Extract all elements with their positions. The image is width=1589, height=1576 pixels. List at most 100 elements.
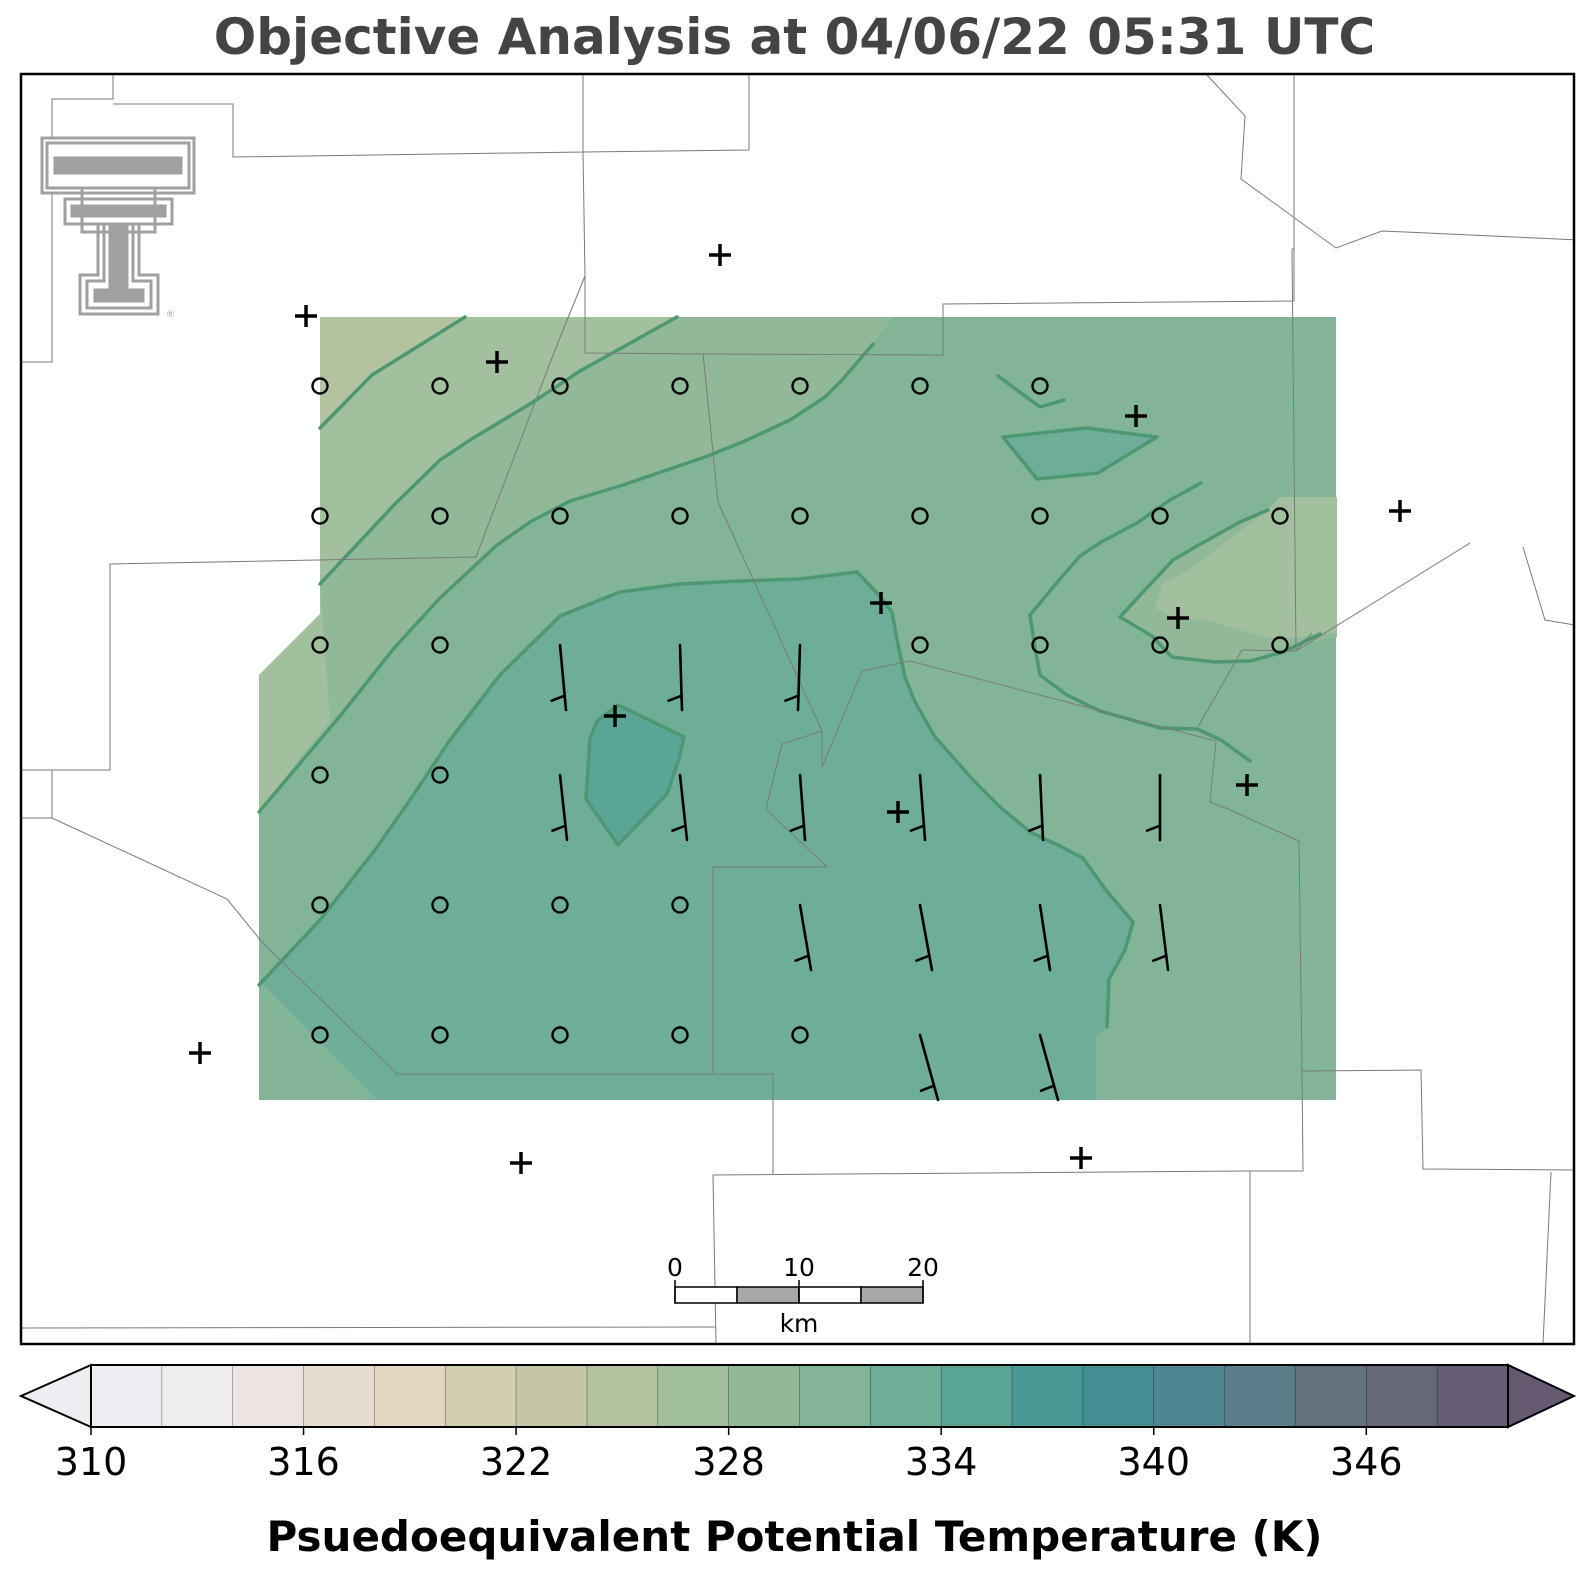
colorbar-swatch xyxy=(1153,1365,1226,1427)
county-boundaries xyxy=(21,74,1574,1344)
calm-wind-marker xyxy=(431,1026,449,1044)
calm-wind-marker xyxy=(791,507,809,525)
wind-barb xyxy=(784,643,802,712)
colorbar-frame xyxy=(90,1364,1509,1428)
calm-wind-marker xyxy=(311,507,329,525)
station-markers xyxy=(189,244,1411,1174)
wind-barb xyxy=(551,773,569,842)
wind-barb xyxy=(918,1033,940,1102)
calm-wind-markers xyxy=(311,377,1289,1044)
station-marker xyxy=(1236,774,1258,796)
calm-wind-marker xyxy=(311,896,329,914)
colorbar-tick-label: 334 xyxy=(905,1440,978,1484)
analysis-contours xyxy=(257,315,1322,1029)
calm-wind-marker xyxy=(431,507,449,525)
wind-barb xyxy=(1028,773,1045,842)
calm-wind-marker xyxy=(791,377,809,395)
colorbar-swatch xyxy=(1082,1365,1155,1427)
station-marker xyxy=(295,305,317,327)
wind-barb xyxy=(671,773,689,842)
colorbar-swatch xyxy=(799,1365,871,1427)
colorbar-tick-label: 346 xyxy=(1330,1440,1403,1484)
scale-unit: km xyxy=(780,1309,819,1338)
wind-barb xyxy=(794,903,813,972)
calm-wind-marker xyxy=(311,636,329,654)
calm-wind-marker xyxy=(671,896,689,914)
colorbar-extend-low xyxy=(18,1363,92,1429)
colorbar-tick-label: 340 xyxy=(1117,1440,1190,1484)
calm-wind-marker xyxy=(671,507,689,525)
wind-barbs xyxy=(550,643,1170,1102)
scale-label-20: 20 xyxy=(907,1253,939,1282)
calm-wind-marker xyxy=(311,1026,329,1044)
colorbar-swatch xyxy=(303,1365,375,1427)
station-marker xyxy=(1070,1147,1092,1169)
fill-324-326-east xyxy=(1155,497,1337,639)
contour-328 xyxy=(257,342,875,814)
calm-wind-marker xyxy=(671,377,689,395)
colorbar-tick-label: 322 xyxy=(480,1440,553,1484)
calm-wind-marker xyxy=(431,636,449,654)
colorbar-swatch xyxy=(516,1365,588,1427)
colorbar-swatch xyxy=(445,1365,517,1427)
colorbar-swatch xyxy=(1295,1365,1367,1427)
station-marker xyxy=(870,592,892,614)
colorbar-swatch xyxy=(941,1365,1013,1427)
colorbar-swatch xyxy=(232,1365,305,1427)
colorbar: 310 316 322 328 334 340 346 xyxy=(18,1363,1577,1484)
calm-wind-marker xyxy=(1271,507,1289,525)
calm-wind-marker xyxy=(1151,636,1169,654)
station-marker xyxy=(887,801,909,823)
calm-wind-marker xyxy=(911,636,929,654)
wind-barb xyxy=(1038,1033,1060,1102)
colorbar-extend-high xyxy=(1507,1363,1577,1429)
map-border xyxy=(19,72,1576,1346)
map-title: Objective Analysis at 04/06/22 05:31 UTC xyxy=(213,8,1376,66)
calm-wind-marker xyxy=(911,507,929,525)
colorbar-tick-label: 310 xyxy=(55,1440,128,1484)
colorbar-swatch xyxy=(91,1365,163,1427)
wind-barb xyxy=(1033,903,1052,972)
map-panel xyxy=(21,74,1574,1344)
calm-wind-marker xyxy=(551,377,569,395)
colorbar-swatch xyxy=(1012,1365,1084,1427)
calm-wind-marker xyxy=(911,377,929,395)
station-marker xyxy=(486,351,508,373)
colorbar-swatch xyxy=(374,1365,446,1427)
station-marker xyxy=(604,705,626,727)
calm-wind-marker xyxy=(1031,636,1049,654)
wind-barb xyxy=(789,773,807,842)
calm-wind-marker xyxy=(671,1026,689,1044)
fill-332-334 xyxy=(586,705,684,845)
wind-barb xyxy=(1145,773,1162,842)
contour-332-center xyxy=(584,703,686,847)
colorbar-swatch xyxy=(1437,1365,1509,1427)
fill-330-332-ne xyxy=(1003,428,1157,479)
scale-label-0: 0 xyxy=(667,1253,683,1282)
calm-wind-marker xyxy=(431,377,449,395)
wind-barb xyxy=(909,773,927,842)
colorbar-swatch xyxy=(870,1365,942,1427)
colorbar-swatch xyxy=(1224,1365,1296,1427)
colorbar-swatch xyxy=(728,1365,800,1427)
station-marker xyxy=(709,244,731,266)
contour-326-east xyxy=(1118,508,1322,664)
station-marker xyxy=(1167,607,1189,629)
calm-wind-marker xyxy=(311,766,329,784)
contour-328-ne xyxy=(996,374,1066,409)
calm-wind-marker xyxy=(1271,636,1289,654)
colorbar-swatch xyxy=(657,1365,730,1427)
station-marker xyxy=(510,1152,532,1174)
colorbar-swatch xyxy=(586,1365,659,1427)
wind-barb xyxy=(915,903,934,972)
contour-330 xyxy=(257,570,1135,1029)
wind-barb xyxy=(1151,903,1170,972)
contour-330-ne xyxy=(1001,426,1159,481)
texas-tech-double-t-logo: ® xyxy=(40,136,196,320)
scale-bar: 0 10 20 km xyxy=(667,1253,939,1338)
calm-wind-marker xyxy=(1031,377,1049,395)
wind-barb xyxy=(667,643,684,712)
station-marker xyxy=(189,1042,211,1064)
colorbar-tick-label: 328 xyxy=(692,1440,765,1484)
